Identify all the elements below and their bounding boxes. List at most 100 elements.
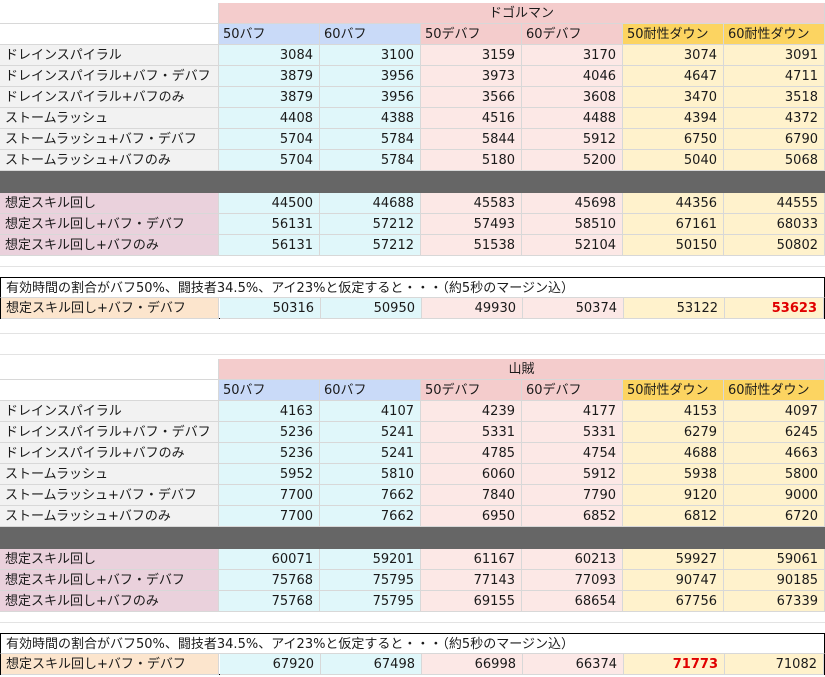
value-cell[interactable]: 6790	[724, 129, 825, 150]
value-cell[interactable]: 5952	[219, 464, 320, 485]
row-label[interactable]: 想定スキル回し+バフ・デバフ	[1, 298, 219, 319]
value-cell[interactable]: 5912	[522, 129, 623, 150]
value-cell[interactable]: 6279	[623, 422, 724, 443]
column-header[interactable]: 60デバフ	[522, 380, 623, 401]
value-cell[interactable]: 3100	[320, 45, 421, 66]
value-cell[interactable]: 3470	[623, 87, 724, 108]
value-cell[interactable]: 5800	[724, 464, 825, 485]
value-cell[interactable]: 4647	[623, 66, 724, 87]
column-header[interactable]: 50バフ	[219, 24, 320, 45]
value-cell[interactable]: 44356	[623, 193, 724, 214]
column-header[interactable]: 50バフ	[219, 380, 320, 401]
value-cell[interactable]: 5784	[320, 150, 421, 171]
value-cell[interactable]: 5236	[219, 443, 320, 464]
value-cell[interactable]: 5241	[320, 422, 421, 443]
value-cell[interactable]: 3879	[219, 66, 320, 87]
row-label[interactable]: 想定スキル回し+バフ・デバフ	[0, 214, 219, 235]
blank-cell[interactable]	[0, 359, 219, 380]
value-cell[interactable]: 5200	[522, 150, 623, 171]
value-cell[interactable]: 3091	[724, 45, 825, 66]
value-cell[interactable]: 67161	[623, 214, 724, 235]
value-cell[interactable]: 7700	[219, 485, 320, 506]
column-header[interactable]: 50デバフ	[421, 24, 522, 45]
value-cell[interactable]: 90185	[724, 570, 825, 591]
row-label[interactable]: 想定スキル回し+バフ・デバフ	[0, 570, 219, 591]
value-cell[interactable]: 3879	[219, 87, 320, 108]
row-label[interactable]: ドレインスパイラル	[0, 45, 219, 66]
value-cell[interactable]: 4372	[724, 108, 825, 129]
value-cell[interactable]: 6060	[421, 464, 522, 485]
value-cell[interactable]: 4394	[623, 108, 724, 129]
value-cell[interactable]: 59927	[623, 549, 724, 570]
row-label[interactable]: 想定スキル回し+バフ・デバフ	[1, 654, 219, 675]
value-cell[interactable]: 4488	[522, 108, 623, 129]
column-header[interactable]: 60バフ	[320, 24, 421, 45]
row-label[interactable]: ドレインスパイラル+バフのみ	[0, 443, 219, 464]
value-cell[interactable]: 50950	[321, 298, 422, 319]
value-cell[interactable]: 61167	[421, 549, 522, 570]
column-header[interactable]: 50耐性ダウン	[623, 24, 724, 45]
row-label[interactable]: ストームラッシュ+バフ・デバフ	[0, 129, 219, 150]
value-cell[interactable]: 67339	[724, 591, 825, 612]
value-cell[interactable]: 6245	[724, 422, 825, 443]
value-cell[interactable]: 4177	[522, 401, 623, 422]
value-cell[interactable]: 67498	[321, 654, 422, 675]
value-cell[interactable]: 4388	[320, 108, 421, 129]
row-label[interactable]: 想定スキル回し	[0, 193, 219, 214]
value-cell[interactable]: 5938	[623, 464, 724, 485]
value-cell[interactable]: 51538	[421, 235, 522, 256]
value-cell[interactable]: 3956	[320, 66, 421, 87]
value-cell[interactable]: 7662	[320, 506, 421, 527]
row-label[interactable]: ストームラッシュ+バフのみ	[0, 150, 219, 171]
value-cell[interactable]: 50150	[623, 235, 724, 256]
value-cell[interactable]: 3608	[522, 87, 623, 108]
value-cell[interactable]: 5784	[320, 129, 421, 150]
value-cell[interactable]: 4785	[421, 443, 522, 464]
row-label[interactable]: ストームラッシュ+バフ・デバフ	[0, 485, 219, 506]
value-cell[interactable]: 5704	[219, 150, 320, 171]
value-cell[interactable]: 7700	[219, 506, 320, 527]
value-cell[interactable]: 4688	[623, 443, 724, 464]
value-cell[interactable]: 4046	[522, 66, 623, 87]
row-label[interactable]: 想定スキル回し	[0, 549, 219, 570]
value-cell[interactable]: 44688	[320, 193, 421, 214]
value-cell[interactable]: 66998	[422, 654, 523, 675]
value-cell[interactable]: 50316	[220, 298, 321, 319]
value-cell[interactable]: 90747	[623, 570, 724, 591]
value-cell[interactable]: 4711	[724, 66, 825, 87]
assumption-note[interactable]: 有効時間の割合がバフ50%、闘技者34.5%、アイ23%と仮定すると・・・（約5…	[0, 633, 825, 654]
value-cell[interactable]: 68654	[522, 591, 623, 612]
value-cell[interactable]: 5912	[522, 464, 623, 485]
value-cell[interactable]: 4163	[219, 401, 320, 422]
row-label[interactable]: ドレインスパイラル+バフ・デバフ	[0, 422, 219, 443]
value-cell[interactable]: 6720	[724, 506, 825, 527]
column-header[interactable]: 50デバフ	[421, 380, 522, 401]
value-cell[interactable]: 4516	[421, 108, 522, 129]
value-cell[interactable]: 75768	[219, 570, 320, 591]
column-header[interactable]: 60バフ	[320, 380, 421, 401]
value-cell[interactable]: 5810	[320, 464, 421, 485]
value-cell[interactable]: 75768	[219, 591, 320, 612]
value-cell[interactable]: 5241	[320, 443, 421, 464]
value-cell[interactable]: 67920	[220, 654, 321, 675]
row-label[interactable]: 想定スキル回し+バフのみ	[0, 235, 219, 256]
value-cell[interactable]: 6750	[623, 129, 724, 150]
value-cell[interactable]: 44500	[219, 193, 320, 214]
value-cell[interactable]: 57212	[320, 214, 421, 235]
value-cell[interactable]: 50374	[523, 298, 624, 319]
value-cell[interactable]: 5844	[421, 129, 522, 150]
value-cell[interactable]: 3170	[522, 45, 623, 66]
value-cell[interactable]: 6852	[522, 506, 623, 527]
value-cell[interactable]: 4408	[219, 108, 320, 129]
column-header[interactable]: 60デバフ	[522, 24, 623, 45]
value-cell[interactable]: 4239	[421, 401, 522, 422]
value-cell[interactable]: 5180	[421, 150, 522, 171]
value-cell[interactable]: 4107	[320, 401, 421, 422]
value-cell[interactable]: 7840	[421, 485, 522, 506]
row-label[interactable]: ドレインスパイラル+バフのみ	[0, 87, 219, 108]
table-title[interactable]: 山賊	[219, 359, 825, 380]
value-cell[interactable]: 4097	[724, 401, 825, 422]
value-cell[interactable]: 66374	[523, 654, 624, 675]
value-cell[interactable]: 45698	[522, 193, 623, 214]
value-cell[interactable]: 3159	[421, 45, 522, 66]
